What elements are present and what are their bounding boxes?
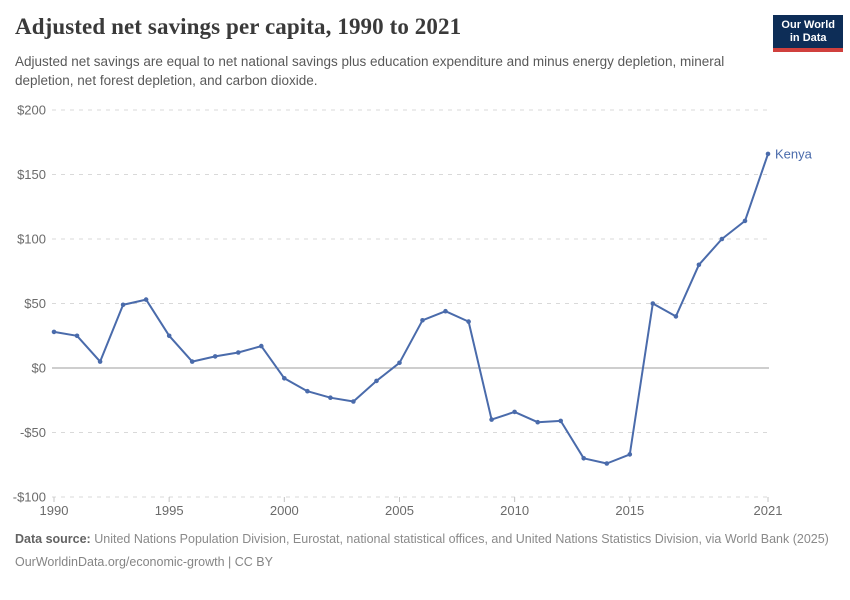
data-source-text: United Nations Population Division, Euro… [94,532,829,546]
data-point[interactable] [305,388,310,394]
chart-footer: Data source: United Nations Population D… [15,531,837,570]
x-axis-tick-label: 2010 [500,503,529,518]
data-point[interactable] [120,302,126,308]
data-point[interactable] [282,376,287,381]
data-point[interactable] [627,452,633,457]
y-axis-tick-label: -$50 [20,425,46,440]
x-axis-tick-label: 1990 [40,503,69,518]
data-point[interactable] [236,350,241,355]
page-title: Adjusted net savings per capita, 1990 to… [15,14,462,39]
series-line[interactable] [53,152,769,465]
data-point[interactable] [558,418,563,424]
data-point[interactable] [742,218,748,224]
data-point[interactable] [212,354,218,359]
data-point[interactable] [650,301,656,306]
y-axis-tick-label: $100 [17,232,46,247]
data-point[interactable] [74,333,80,339]
data-point[interactable] [443,308,448,314]
data-point[interactable] [351,399,356,404]
data-point[interactable] [97,359,103,364]
series-end-label: Kenya [775,146,813,161]
data-point[interactable] [535,419,540,425]
data-point[interactable] [189,359,195,364]
x-axis-tick-label: 2015 [615,503,644,518]
owid-logo-text-line1: Our World [781,19,835,31]
x-axis-tick-label: 2005 [385,503,414,518]
data-point[interactable] [719,236,725,242]
x-axis-tick-label: 2000 [270,503,299,518]
data-source-label: Data source: [15,532,91,546]
x-axis-tick-label: 1995 [155,503,184,518]
y-axis-tick-label: $150 [17,167,46,182]
data-point[interactable] [489,417,494,422]
data-point[interactable] [259,343,264,349]
y-axis-tick-label: -$100 [13,490,46,505]
data-point[interactable] [374,378,379,384]
owid-logo[interactable]: Our World in Data [773,15,843,52]
data-point[interactable] [420,318,425,323]
data-point[interactable] [673,314,679,319]
data-point[interactable] [765,151,771,157]
data-source-line: Data source: United Nations Population D… [15,531,837,547]
data-point[interactable] [581,456,586,461]
y-axis-tick-label: $0 [32,361,46,376]
data-point[interactable] [604,461,610,466]
data-point[interactable] [328,395,333,401]
x-axis-tick-label: 2021 [754,503,783,518]
owid-logo-text-line2: in Data [789,32,827,44]
data-point[interactable] [166,333,172,339]
data-point[interactable] [466,319,471,324]
data-point[interactable] [51,329,57,335]
y-axis-tick-label: $200 [17,103,46,118]
data-point[interactable] [397,360,402,366]
data-point[interactable] [143,297,149,302]
data-point[interactable] [512,409,517,415]
data-point[interactable] [696,262,702,268]
y-axis-tick-label: $50 [24,296,46,311]
chart-subtitle: Adjusted net savings are equal to net na… [15,54,725,88]
footer-link[interactable]: OurWorldinData.org/economic-growth | CC … [15,555,273,569]
